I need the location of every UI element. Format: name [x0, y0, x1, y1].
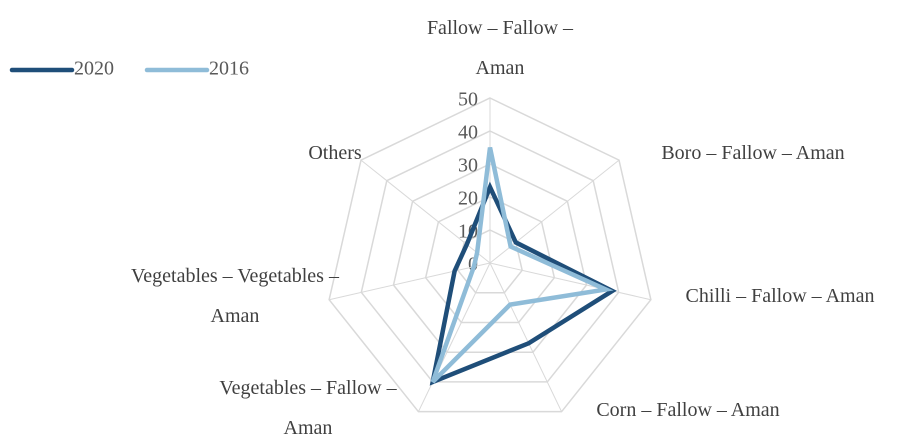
grid-ring: [328, 97, 652, 413]
spoke: [417, 262, 491, 412]
category-label: Fallow – Fallow – Aman: [426, 17, 574, 79]
grid-ring: [392, 163, 588, 353]
spoke: [329, 262, 491, 301]
category-label: Vegetables – Vegetables – Aman: [131, 265, 339, 327]
series-line: [429, 181, 617, 386]
chart: 0 10 20 30 40 50 2020 2016 Fallow – Fallow – Am…: [9, 17, 875, 439]
tick-label: 20: [458, 188, 478, 210]
series-line: [430, 147, 614, 384]
category-label: Boro – Fallow – Aman: [661, 142, 845, 164]
grid-ring: [360, 130, 620, 383]
category-label: Others: [308, 142, 362, 164]
tick-label: 40: [458, 122, 478, 144]
tick-label: 50: [458, 89, 478, 111]
category-label: Corn – Fallow – Aman: [596, 399, 780, 421]
tick-label: 30: [458, 155, 478, 177]
category-label: Chilli – Fallow – Aman: [685, 285, 875, 307]
spoke: [489, 262, 563, 412]
category-label: Vegetables – Fallow – Aman: [219, 377, 397, 439]
legend-label: 2020: [74, 58, 114, 80]
spoke: [489, 262, 651, 301]
legend-label: 2016: [209, 58, 249, 80]
